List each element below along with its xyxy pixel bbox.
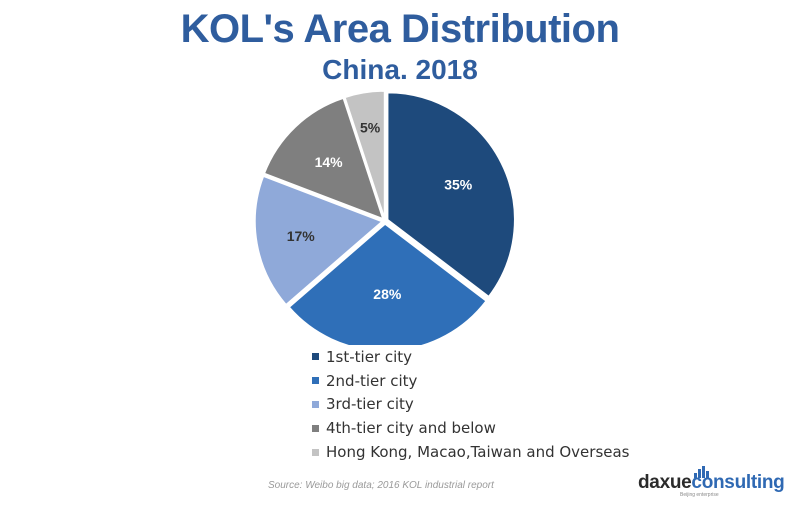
logo-bars-icon xyxy=(694,466,710,478)
chart-title: KOL's Area Distribution xyxy=(180,7,620,51)
legend-swatch xyxy=(312,424,319,432)
pie-data-label-5: 5% xyxy=(360,120,381,136)
pie-data-label-4: 14% xyxy=(315,154,344,170)
legend-item: 4th-tier city and below xyxy=(312,416,630,440)
legend-swatch xyxy=(312,353,319,361)
logo-wordmark: daxueconsulting xyxy=(638,472,785,493)
pie-slice-3 xyxy=(254,175,384,306)
legend-label: 3rd-tier city xyxy=(326,395,414,414)
legend-item: 1st-tier city xyxy=(312,345,630,369)
legend-label: 2nd-tier city xyxy=(326,371,418,390)
legend-swatch xyxy=(312,377,319,385)
legend-label: 1st-tier city xyxy=(326,347,413,366)
legend-swatch xyxy=(312,448,319,456)
legend-label: 4th-tier city and below xyxy=(326,419,496,438)
pie-slice-1 xyxy=(386,91,516,298)
pie-data-label-1: 35% xyxy=(444,177,473,193)
logo-tagline: Beijing enterprise xyxy=(680,492,719,498)
legend-item: 2nd-tier city xyxy=(312,369,630,393)
pie-chart: 35% 28% 17% 14% 5% xyxy=(254,90,516,345)
pie-slices xyxy=(254,90,516,345)
pie-data-labels: 35% 28% 17% 14% 5% xyxy=(287,120,473,302)
pie-slice-2 xyxy=(288,223,488,345)
legend-item: Hong Kong, Macao,Taiwan and Overseas xyxy=(312,440,630,464)
source-note: Source: Weibo big data; 2016 KOL industr… xyxy=(268,480,494,491)
legend-label: Hong Kong, Macao,Taiwan and Overseas xyxy=(326,443,630,462)
pie-slice-5 xyxy=(343,90,386,219)
chart-legend: 1st-tier city 2nd-tier city 3rd-tier city 4… xyxy=(312,345,630,464)
legend-swatch xyxy=(312,400,319,408)
daxue-consulting-logo: daxueconsulting Beijing enterprise xyxy=(638,466,790,498)
legend-item: 3rd-tier city xyxy=(312,393,630,417)
pie-data-label-3: 17% xyxy=(287,228,316,244)
pie-data-label-2: 28% xyxy=(373,286,402,302)
pie-slice-4 xyxy=(263,97,385,221)
chart-subtitle: China. 2018 xyxy=(322,54,478,85)
